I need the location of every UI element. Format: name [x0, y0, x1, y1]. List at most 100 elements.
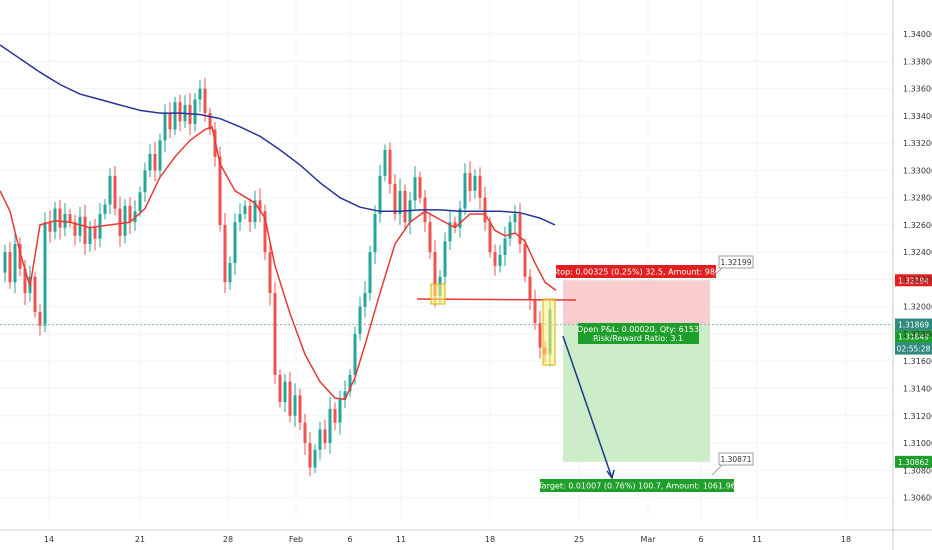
y-tick-label: 1.33000 [903, 166, 932, 175]
target-bubble-pointer [711, 464, 723, 476]
y-tick-label: 1.30600 [903, 494, 932, 503]
stop-price-bubble-bg [719, 256, 753, 268]
y-tick-label: 1.32000 [903, 303, 932, 312]
candle-body [153, 154, 157, 171]
stop-label-bg [556, 265, 716, 278]
candle-body [103, 204, 107, 215]
x-tick-label: 28 [223, 535, 233, 544]
candle-body [8, 252, 12, 283]
candlesticks [3, 77, 552, 477]
candle-body [63, 214, 67, 228]
x-tick-label: 6 [347, 535, 352, 544]
y-tick-label: 1.31400 [903, 385, 932, 394]
open-pnl-box-bg [578, 323, 699, 344]
y-tick-label: 1.33800 [903, 57, 932, 66]
candle-body [318, 429, 322, 450]
y-tick-label: 1.31600 [903, 357, 932, 366]
candle-body [498, 254, 502, 266]
candle-body [323, 429, 327, 444]
candle-body [343, 391, 347, 400]
candle-body [463, 173, 467, 209]
candle-body [173, 102, 177, 130]
candle-body [113, 175, 117, 209]
candle-body [128, 205, 132, 223]
candle-body [373, 214, 377, 253]
candle-body [88, 227, 92, 245]
candle-body [383, 149, 387, 176]
candle-body [363, 293, 367, 307]
x-tick-label: Feb [289, 535, 303, 544]
candle-body [538, 323, 542, 348]
y-tick-label: 1.33400 [903, 112, 932, 121]
target-zone [563, 324, 710, 462]
candle-body [168, 113, 172, 130]
candle-body [398, 190, 402, 215]
candle-body [333, 408, 337, 423]
candle-body [143, 170, 147, 193]
candle-body [433, 252, 437, 296]
y-tick-label: 1.31000 [903, 439, 932, 448]
fast-moving-average-line [0, 125, 557, 401]
slow-moving-average-line [0, 44, 556, 226]
candle-body [503, 238, 507, 255]
candle-body [108, 175, 112, 205]
candle-body [273, 293, 277, 375]
y-tick-label: 1.32600 [903, 221, 932, 230]
candle-body [298, 395, 302, 423]
target-label: Target: 0.01007 (0.76%) 100.7, Amount: 1… [537, 482, 736, 491]
candle-body [278, 374, 282, 403]
y-tick-label: 1.33600 [903, 85, 932, 94]
candle-body [313, 449, 317, 468]
current-price-badge-2-bg [895, 330, 932, 343]
candle-body [513, 214, 517, 223]
candle-body [163, 113, 167, 141]
candle-body [48, 222, 52, 232]
candle-body [308, 443, 312, 468]
candle-body [448, 222, 452, 242]
candle-body [283, 381, 287, 403]
risk-reward-label: Risk/Reward Ratio: 3.1 [593, 334, 683, 343]
candle-body [473, 175, 477, 191]
target-price-bubble: 1.30871 [720, 455, 751, 464]
stop-bubble-border [718, 255, 754, 269]
candle-body [293, 395, 297, 416]
x-tick-label: 18 [841, 535, 851, 544]
target-price-badge-bg [895, 455, 932, 468]
moving-averages [0, 44, 557, 401]
candle-body [428, 222, 432, 253]
candle-body [158, 140, 162, 171]
y-tick-label: 1.33200 [903, 139, 932, 148]
candle-body [38, 312, 42, 326]
candle-body [468, 173, 472, 191]
candle-body [218, 156, 222, 225]
candle-body [68, 214, 72, 223]
candle-body [148, 154, 152, 171]
candle-body [268, 252, 272, 294]
candle-body [403, 190, 407, 223]
candle-body [203, 88, 207, 114]
projection-arrow [562, 335, 613, 479]
target-label-bg [540, 479, 734, 492]
candle-body [93, 227, 97, 239]
position-zones[interactable] [563, 280, 710, 462]
candle-body [78, 216, 82, 236]
candle-body [198, 88, 202, 100]
x-tick-label: Mar [640, 535, 656, 544]
bar-timer-badge-bg [895, 342, 932, 355]
candle-body [248, 205, 252, 223]
candle-body [43, 222, 47, 326]
candle-body [533, 299, 537, 324]
y-tick-label: 1.34000 [903, 30, 932, 39]
candle-body [83, 216, 87, 245]
drawings[interactable] [0, 283, 893, 480]
highlight-box-right [542, 298, 556, 366]
candle-body [358, 306, 362, 334]
candle-body [238, 214, 242, 223]
candle-body [348, 374, 352, 392]
candle-body [458, 208, 462, 228]
candle-body [138, 192, 142, 212]
candle-body [223, 224, 227, 283]
candle-body [388, 149, 392, 185]
candle-body [73, 222, 77, 236]
